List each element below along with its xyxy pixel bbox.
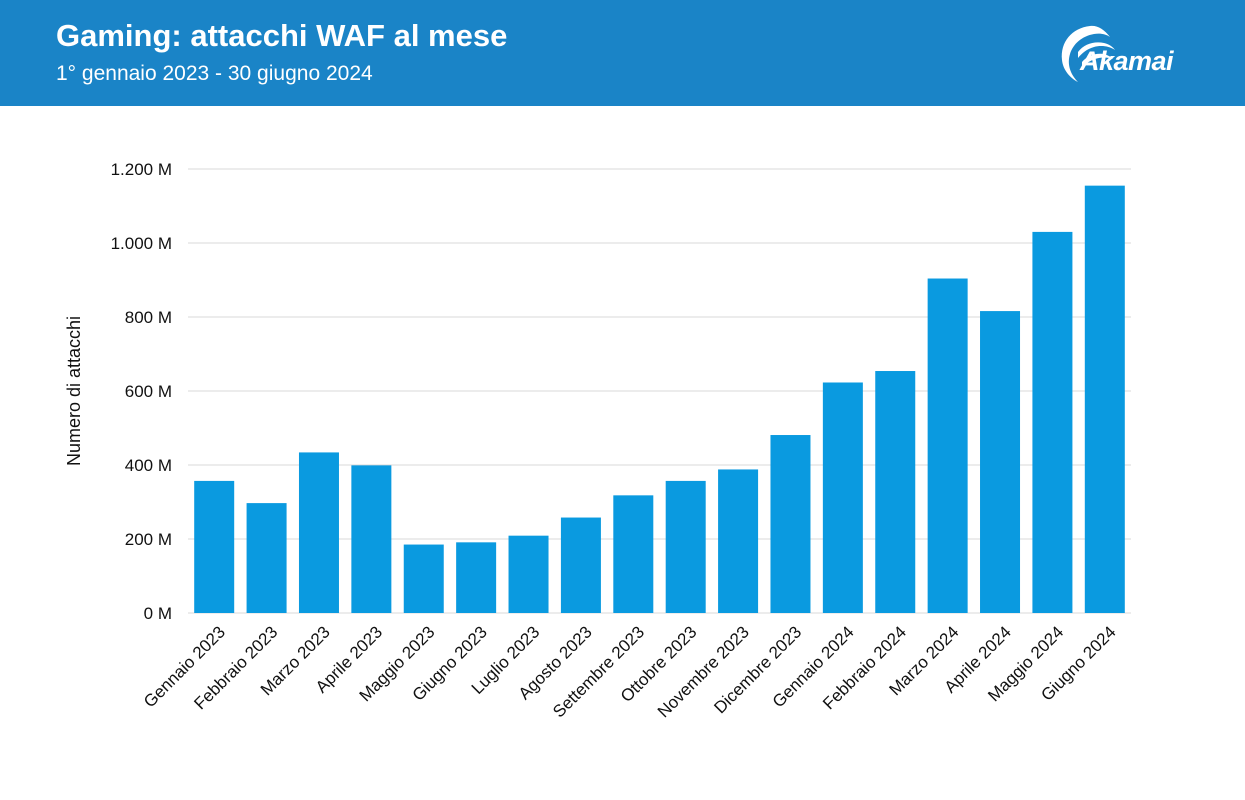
bar [194, 480, 235, 613]
x-tick-label: Settembre 2023 [549, 622, 648, 721]
y-tick-label: 1.200 M [111, 160, 172, 179]
y-tick-label: 400 M [125, 456, 172, 475]
bar-chart: 0 M 200 M 400 M 600 M 800 M 1.000 M 1.200 M Ge… [64, 160, 1131, 721]
bar [403, 544, 444, 613]
bar [1084, 185, 1125, 613]
bars [194, 185, 1125, 613]
header-banner: Gaming: attacchi WAF al mese 1° gennaio … [0, 0, 1245, 106]
bar [1032, 231, 1073, 613]
bar [927, 278, 968, 613]
bar [718, 469, 759, 613]
bar [875, 371, 916, 613]
x-tick-label: Novembre 2023 [654, 622, 753, 721]
grid-lines [188, 168, 1131, 614]
bar [298, 452, 339, 613]
bar [770, 435, 811, 613]
y-axis-title: Numero di attacchi [64, 316, 84, 466]
y-tick-label: 800 M [125, 308, 172, 327]
bar [351, 465, 392, 613]
y-axis-ticks: 0 M 200 M 400 M 600 M 800 M 1.000 M 1.200 M [111, 160, 172, 623]
y-tick-label: 1.000 M [111, 234, 172, 253]
y-tick-label: 600 M [125, 382, 172, 401]
bar [980, 311, 1021, 613]
bar [613, 495, 654, 613]
logo-text: Akamai [1080, 46, 1174, 76]
bar [456, 542, 497, 613]
bar [508, 535, 549, 613]
akamai-logo: Akamai [1056, 22, 1206, 86]
bar [246, 503, 287, 613]
bar [665, 480, 706, 613]
bar [822, 382, 863, 613]
chart-subtitle: 1° gennaio 2023 - 30 giugno 2024 [56, 62, 373, 85]
y-tick-label: 0 M [144, 604, 172, 623]
chart-title: Gaming: attacchi WAF al mese [56, 18, 508, 53]
y-tick-label: 200 M [125, 530, 172, 549]
akamai-swoosh-icon [1061, 25, 1115, 82]
bar [560, 517, 601, 613]
